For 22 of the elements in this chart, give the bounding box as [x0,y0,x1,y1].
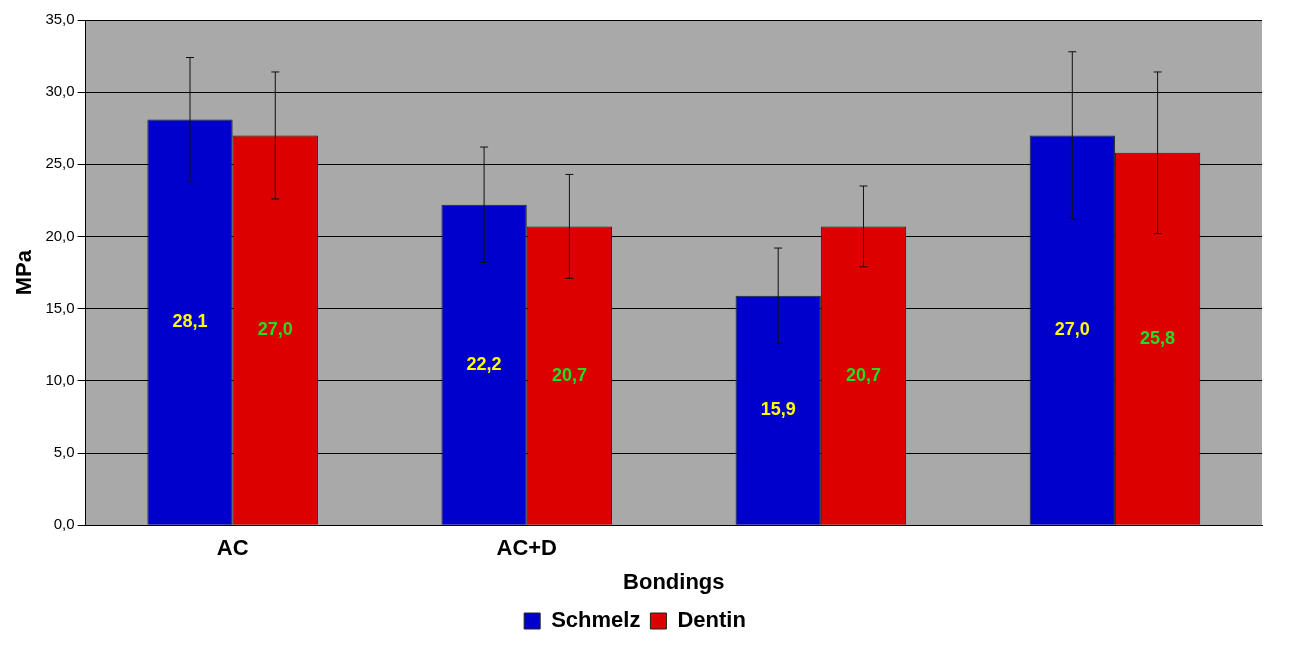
y-tick-label: 5,0 [53,443,75,461]
y-axis-title: MPa [11,249,37,296]
data-label: 20,7 [551,364,587,385]
data-label: 28,1 [172,311,208,332]
legend-label: Dentin [677,607,746,633]
y-tick-label: 10,0 [45,371,75,388]
y-tick-label: 20,0 [45,226,75,244]
x-tick-label: AC [216,535,249,561]
y-tick-label: 30,0 [45,82,75,100]
data-label: 20,7 [845,364,882,385]
y-tick-label: 35,0 [45,10,75,28]
data-label: 22,2 [466,353,502,374]
data-label: 27,0 [1054,319,1090,340]
x-tick-label: AC+D [496,535,557,561]
data-label: 15,9 [760,399,796,420]
y-tick-label: 15,0 [45,298,75,316]
data-label: 27,0 [257,319,293,340]
data-label: 25,8 [1140,327,1176,348]
y-tick-label: 0,0 [53,515,75,533]
y-tick-label: 25,0 [45,154,75,172]
legend-label: Schmelz [551,607,641,633]
x-axis-title: Bondings [623,568,725,594]
